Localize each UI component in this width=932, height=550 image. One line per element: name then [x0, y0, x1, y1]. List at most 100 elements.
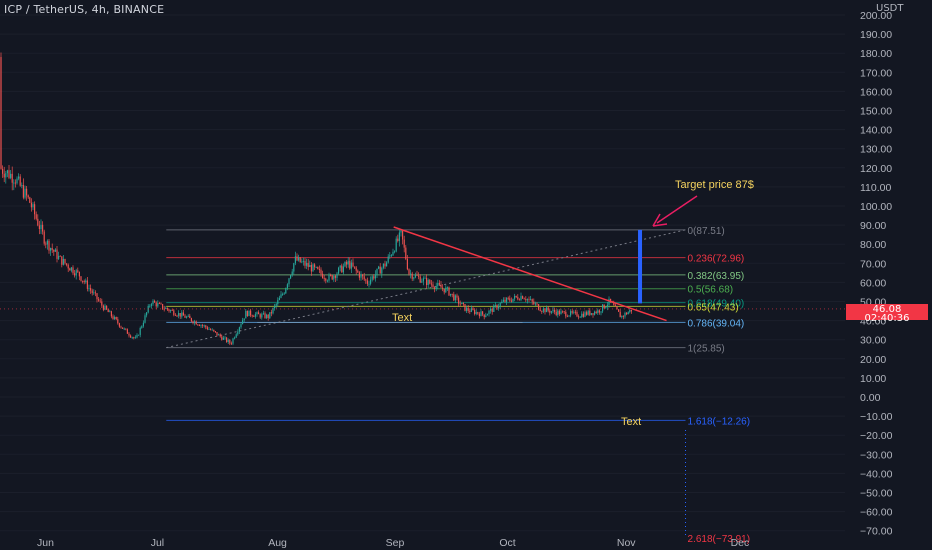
candle-body	[386, 262, 388, 267]
candle-body	[406, 258, 408, 270]
candle-body	[474, 309, 476, 314]
text-annotation-1[interactable]: Text	[392, 312, 412, 324]
candle-body	[509, 298, 511, 301]
candle-body	[344, 262, 346, 267]
candle-body	[171, 310, 173, 312]
candle-body	[5, 173, 7, 178]
candle-body	[373, 276, 375, 279]
candle-body	[272, 307, 274, 314]
candle-body	[512, 298, 514, 302]
candle-body	[58, 255, 60, 259]
candle-body	[142, 322, 144, 327]
candle-body	[405, 247, 407, 259]
fib-level-label: 0.236(72.96)	[688, 254, 745, 265]
candle-body	[83, 281, 85, 283]
candle-body	[288, 278, 290, 285]
candle-body	[434, 287, 436, 289]
candle-body	[387, 256, 389, 263]
candle-body	[574, 311, 576, 313]
candle-body	[133, 337, 135, 339]
candle-body	[91, 290, 93, 293]
candle-body	[269, 312, 271, 319]
candle-body	[320, 269, 322, 274]
candle-body	[395, 238, 397, 252]
candle-body	[30, 202, 32, 208]
candle-body	[120, 326, 122, 328]
candle-body	[46, 240, 48, 245]
candle-body	[518, 299, 520, 301]
candle-body	[109, 311, 111, 313]
candle-body	[146, 312, 148, 316]
candle-body	[331, 275, 333, 280]
candle-body	[198, 324, 200, 326]
text-annotation-2[interactable]: Text	[621, 416, 641, 428]
candle-body	[563, 311, 565, 313]
candle-body	[11, 173, 13, 183]
time-axis[interactable]: Jun Jul Aug Sep Oct Nov Dec	[37, 537, 749, 549]
candle-body	[37, 218, 39, 226]
candle-body	[115, 317, 117, 320]
candle-body	[592, 313, 594, 315]
candle-body	[94, 292, 96, 294]
candle-body	[285, 288, 287, 294]
candle-body	[195, 321, 197, 325]
candle-body	[298, 257, 300, 261]
candle-body	[334, 275, 336, 278]
candle-body	[160, 303, 162, 305]
candle-body	[371, 276, 373, 280]
candle-body	[515, 295, 517, 298]
candle-body	[614, 305, 616, 307]
candle-body	[235, 334, 237, 338]
candle-body	[150, 304, 152, 306]
candle-body	[59, 255, 61, 257]
candle-body	[355, 267, 357, 271]
candle-body	[523, 298, 525, 300]
candle-body	[402, 230, 404, 240]
candle-body	[178, 313, 180, 316]
candle-body	[411, 273, 413, 279]
candle-body	[10, 173, 12, 178]
candle-body	[342, 266, 344, 273]
candle-body	[440, 284, 442, 288]
candle-body	[323, 278, 325, 279]
y-tick-label: −40.00	[860, 468, 893, 480]
candle-body	[62, 258, 64, 265]
candle-body	[341, 265, 343, 273]
candle-body	[227, 339, 229, 343]
candle-body	[35, 214, 37, 219]
fib-level-label: 0.382(63.95)	[688, 271, 745, 282]
symbol-header[interactable]: ICP / TetherUS, 4h, BINANCE	[4, 3, 165, 16]
candle-body	[128, 333, 130, 336]
candle-body	[266, 314, 268, 319]
candle-body	[179, 313, 181, 317]
y-tick-label: 110.00	[860, 182, 891, 194]
candle-body	[416, 274, 418, 276]
candle-body	[349, 260, 351, 269]
price-axis[interactable]: 200.00 190.00 180.00 170.00 160.00 150.00 140.…	[0, 10, 893, 538]
candle-body	[616, 306, 618, 310]
candle-body	[165, 307, 167, 309]
candle-body	[475, 312, 477, 314]
candle-body	[194, 321, 196, 324]
candle-body	[598, 310, 600, 313]
candle-body	[190, 318, 192, 322]
candle-body	[70, 267, 72, 271]
candle-body	[173, 310, 175, 315]
target-price-annotation[interactable]: Target price 87$	[675, 179, 754, 191]
drawing-lines[interactable]	[257, 195, 698, 535]
candle-body	[360, 274, 362, 278]
fibonacci-retracement[interactable]: 0(87.51) 0.236(72.96) 0.382(63.95) 0.5(56.6…	[166, 226, 750, 545]
candle-body	[477, 312, 479, 314]
y-tick-label: 180.00	[860, 48, 892, 60]
y-tick-label: 90.00	[860, 220, 886, 232]
candle-body	[155, 302, 157, 307]
candle-body	[586, 312, 588, 315]
candle-body	[96, 293, 98, 300]
candle-body	[291, 271, 293, 276]
candle-body	[78, 271, 80, 277]
candle-body	[557, 310, 559, 315]
candle-body	[525, 299, 527, 301]
candle-body	[307, 262, 309, 268]
currency-label: USDT	[876, 3, 904, 14]
